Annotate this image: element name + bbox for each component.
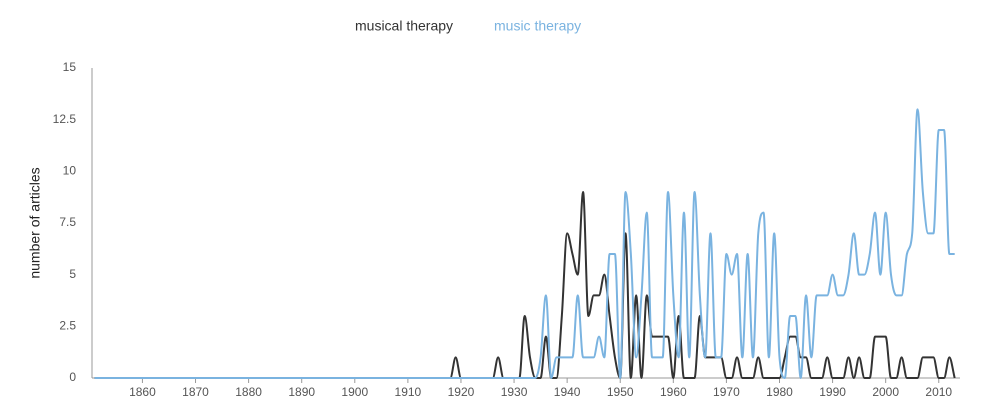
x-tick-label: 1900 — [341, 385, 368, 399]
x-tick-label: 2000 — [872, 385, 899, 399]
series-line — [94, 108, 955, 380]
series-line — [94, 190, 956, 380]
y-tick-label: 15 — [63, 60, 77, 74]
y-tick-label: 2.5 — [59, 319, 76, 333]
x-tick-label: 1870 — [182, 385, 209, 399]
y-axis-label: number of articles — [27, 167, 43, 278]
x-tick-label: 1910 — [395, 385, 422, 399]
x-tick-label: 1980 — [766, 385, 793, 399]
x-tick-label: 1920 — [448, 385, 475, 399]
x-tick-label: 1950 — [607, 385, 634, 399]
y-tick-label: 7.5 — [59, 215, 76, 229]
x-tick-label: 1960 — [660, 385, 687, 399]
x-tick-label: 1930 — [501, 385, 528, 399]
x-tick-label: 1970 — [713, 385, 740, 399]
y-tick-label: 0 — [69, 370, 76, 384]
y-tick-label: 12.5 — [53, 112, 77, 126]
x-tick-label: 1940 — [554, 385, 581, 399]
x-tick-label: 1880 — [235, 385, 262, 399]
x-tick-label: 1990 — [819, 385, 846, 399]
x-tick-label: 2010 — [925, 385, 952, 399]
y-tick-label: 5 — [69, 267, 76, 281]
y-tick-label: 10 — [63, 164, 77, 178]
legend-label: music therapy — [494, 18, 581, 34]
legend-label: musical therapy — [355, 18, 453, 34]
x-tick-label: 1860 — [129, 385, 156, 399]
x-tick-label: 1890 — [288, 385, 315, 399]
